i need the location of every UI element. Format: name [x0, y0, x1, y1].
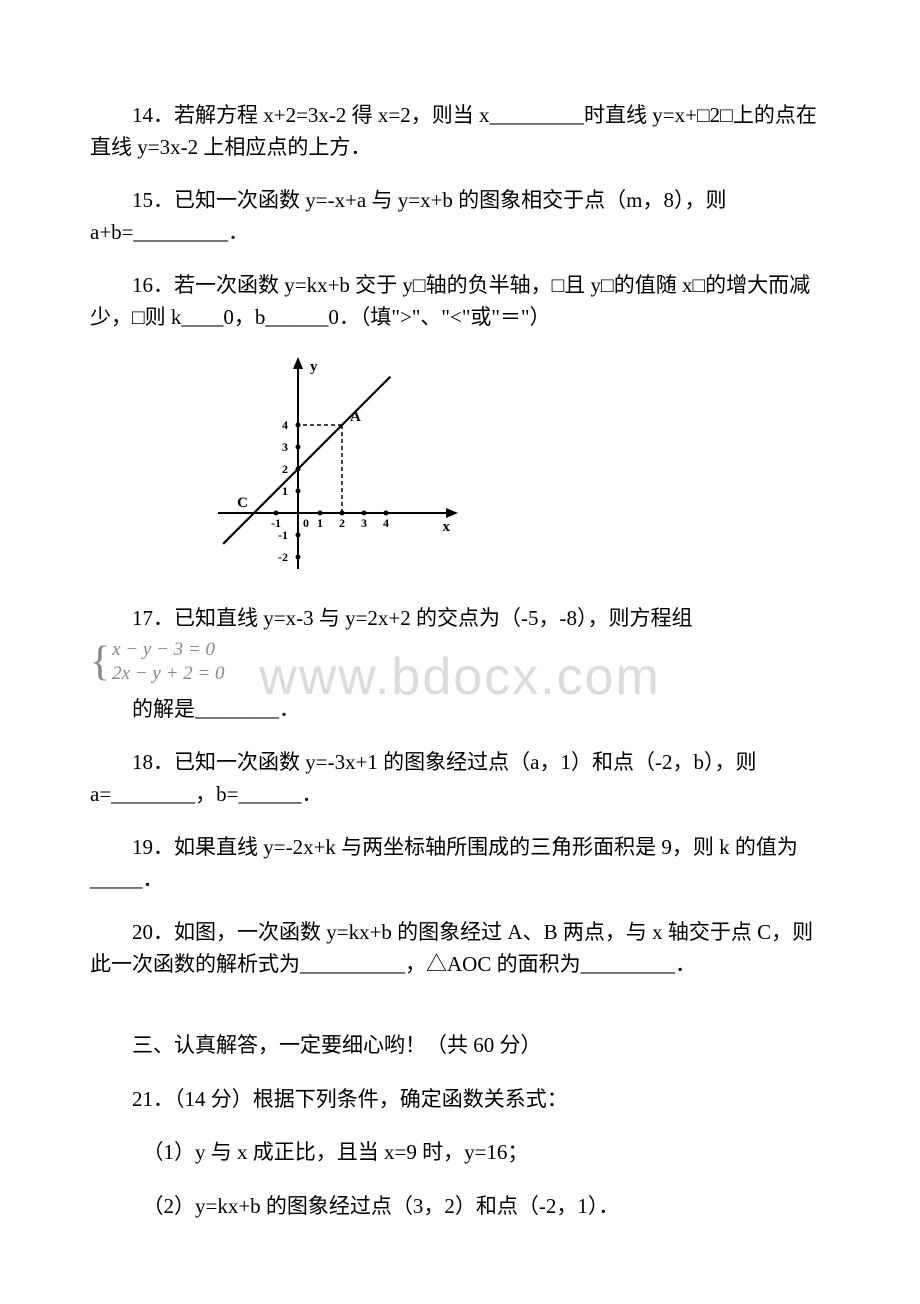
- question-15: 15．已知一次函数 y=-x+a 与 y=x+b 的图象相交于点（m，8），则 …: [90, 185, 830, 248]
- question-14: 14．若解方程 x+2=3x-2 得 x=2，则当 x_________时直线 …: [90, 100, 830, 163]
- question-17-block: 17．已知直线 y=x-3 与 y=2x+2 的交点为（-5，-8），则方程组 …: [90, 603, 830, 726]
- svg-text:0: 0: [303, 516, 309, 530]
- question-21-head: 21．（14 分）根据下列条件，确定函数关系式：: [90, 1084, 830, 1116]
- left-brace-icon: {: [90, 641, 110, 683]
- question-18: 18．已知一次函数 y=-3x+1 的图象经过点（a，1）和点（-2，b），则 …: [90, 747, 830, 810]
- question-19: 19．如果直线 y=-2x+k 与两坐标轴所围成的三角形面积是 9，则 k 的值…: [90, 832, 830, 895]
- equation-top: x − y − 3 = 0: [112, 638, 224, 662]
- section-3-heading: 三、认真解答，一定要细心哟！（共 60 分）: [90, 1030, 830, 1062]
- svg-text:2: 2: [339, 516, 345, 530]
- question-16: 16．若一次函数 y=kx+b 交于 y□轴的负半轴，□且 y□的值随 x□的增…: [90, 270, 830, 333]
- svg-text:2: 2: [282, 462, 288, 476]
- svg-text:4: 4: [383, 516, 389, 530]
- equation-system: { x − y − 3 = 0 2x − y + 2 = 0: [90, 638, 225, 686]
- svg-text:1: 1: [317, 516, 323, 530]
- svg-text:A: A: [350, 409, 361, 425]
- question-17-line1: 17．已知直线 y=x-3 与 y=2x+2 的交点为（-5，-8），则方程组: [90, 603, 830, 635]
- svg-text:-2: -2: [278, 550, 288, 564]
- svg-text:4: 4: [282, 418, 288, 432]
- svg-text:x: x: [443, 519, 451, 535]
- question-17-line2: 的解是________．: [90, 694, 830, 726]
- svg-text:y: y: [310, 359, 318, 375]
- coordinate-graph: -2 -1 1 2 3 4 -1 1 2 3 4 0 x y A C: [210, 355, 460, 575]
- question-21-sub2: （2）y=kx+b 的图象经过点（3，2）和点（-2，1）．: [90, 1191, 830, 1223]
- equation-bottom: 2x − y + 2 = 0: [112, 662, 224, 686]
- question-21-sub1: （1）y 与 x 成正比，且当 x=9 时，y=16；: [90, 1137, 830, 1169]
- svg-text:-1: -1: [278, 528, 288, 542]
- svg-text:1: 1: [282, 484, 288, 498]
- question-20: 20．如图，一次函数 y=kx+b 的图象经过 A、B 两点，与 x 轴交于点 …: [90, 917, 830, 980]
- svg-text:3: 3: [282, 440, 288, 454]
- svg-text:3: 3: [361, 516, 367, 530]
- svg-text:-1: -1: [271, 516, 281, 530]
- svg-text:C: C: [237, 495, 248, 511]
- graph-figure: -2 -1 1 2 3 4 -1 1 2 3 4 0 x y A C: [210, 355, 830, 585]
